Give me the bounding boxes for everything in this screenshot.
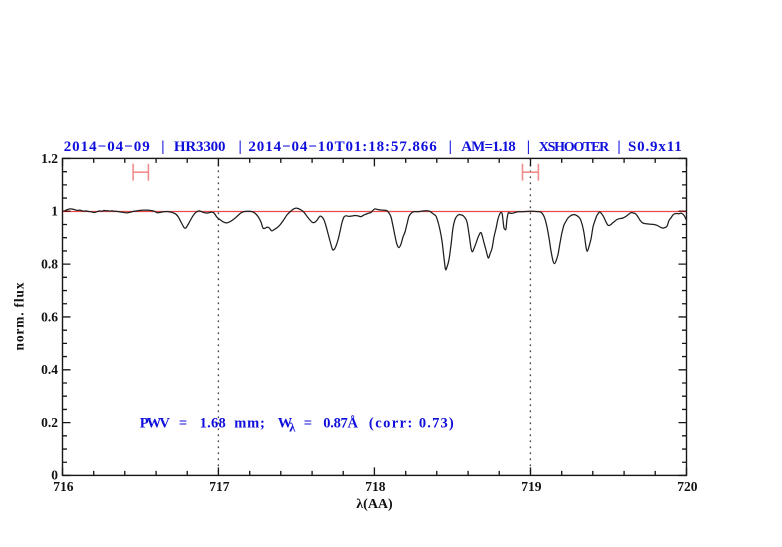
svg-text:λ: λ xyxy=(289,420,296,434)
svg-text:AM=1.18: AM=1.18 xyxy=(461,139,516,155)
svg-text:|: | xyxy=(161,139,164,155)
svg-text:=: = xyxy=(304,415,312,431)
svg-text:1.2: 1.2 xyxy=(41,151,58,166)
svg-text:norm. flux: norm. flux xyxy=(12,282,27,350)
svg-text:mm;: mm; xyxy=(234,415,264,431)
svg-text:|: | xyxy=(449,139,452,155)
svg-text:|: | xyxy=(239,139,242,155)
svg-text:S0.9x11: S0.9x11 xyxy=(628,139,682,155)
svg-text:=: = xyxy=(179,415,187,431)
svg-text:2014−04−10T01:18:57.866: 2014−04−10T01:18:57.866 xyxy=(248,139,437,155)
svg-text:0.2: 0.2 xyxy=(41,415,58,430)
svg-text:717: 717 xyxy=(209,479,230,494)
svg-text:PWV: PWV xyxy=(140,415,171,431)
svg-text:720: 720 xyxy=(677,479,698,494)
svg-text:0.87Å: 0.87Å xyxy=(323,415,358,431)
svg-text:|: | xyxy=(527,139,530,155)
svg-text:0.6: 0.6 xyxy=(41,309,58,324)
svg-text:0.73): 0.73) xyxy=(419,415,454,431)
svg-text:0: 0 xyxy=(51,468,58,483)
svg-text:1: 1 xyxy=(51,204,58,219)
svg-text:716: 716 xyxy=(53,479,74,494)
svg-text:0.8: 0.8 xyxy=(41,257,58,272)
svg-text:|: | xyxy=(617,139,620,155)
svg-text:λ(AA): λ(AA) xyxy=(356,497,393,512)
svg-text:719: 719 xyxy=(521,479,542,494)
svg-text:718: 718 xyxy=(365,479,386,494)
svg-text:1.68: 1.68 xyxy=(200,415,226,431)
svg-text:2014−04−09: 2014−04−09 xyxy=(64,139,150,155)
svg-text:HR3300: HR3300 xyxy=(174,139,226,155)
svg-text:0.4: 0.4 xyxy=(41,362,58,377)
svg-text:XSHOOTER: XSHOOTER xyxy=(539,140,610,155)
svg-text:W: W xyxy=(278,415,293,431)
